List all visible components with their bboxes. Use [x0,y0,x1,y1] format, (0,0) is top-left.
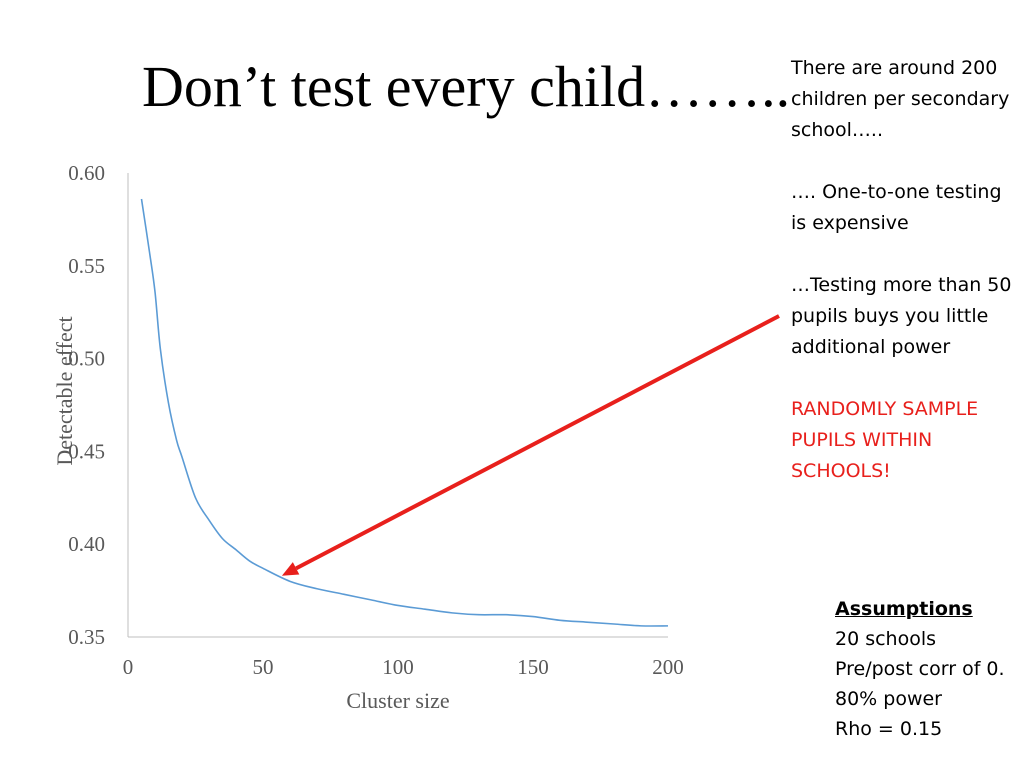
y-tick-label: 0.45 [68,439,105,463]
emphasis-text: RANDOMLY SAMPLE PUPILS WITHIN SCHOOLS! [791,398,979,482]
chart-axes [127,173,668,638]
x-tick-label: 150 [517,655,549,679]
assumption-correlation: Pre/post corr of 0. [835,658,1005,680]
note-additional-power: …Testing more than 50 pupils buys you li… [791,274,1012,358]
arrow-head [281,562,300,576]
y-tick-label: 0.40 [68,532,105,556]
x-tick-labels: 0 50 100 150 200 [123,655,684,679]
assumptions-heading: Assumptions [835,598,973,620]
annotation-arrow [281,314,780,576]
arrow-shaft [295,314,780,571]
note-school-size: There are around 200 children per second… [791,57,1010,141]
y-tick-label: 0.55 [68,254,105,278]
y-tick-label: 0.60 [68,161,105,185]
x-tick-label: 0 [123,655,134,679]
x-tick-label: 100 [382,655,414,679]
detectable-effect-line [140,198,669,627]
y-tick-labels: 0.60 0.55 0.50 0.45 0.40 0.35 [68,161,105,649]
y-tick-label: 0.50 [68,347,105,371]
x-tick-label: 50 [253,655,274,679]
assumption-schools: 20 schools [835,628,937,650]
slide-title: Don’t test every child…….. [142,54,791,119]
assumption-power: 80% power [835,688,942,710]
detectable-effect-chart: 0.60 0.55 0.50 0.45 0.40 0.35 0 50 100 150 200 Cl… [52,161,780,713]
x-axis-label: Cluster size [346,688,449,713]
note-testing-cost: …. One-to-one testing is expensive [791,181,1002,234]
x-tick-label: 200 [652,655,684,679]
assumption-rho: Rho = 0.15 [835,718,943,740]
y-axis-label: Detectable effect [52,316,77,465]
notes-panel: There are around 200 children per second… [791,53,1016,518]
y-tick-label: 0.35 [68,625,105,649]
assumptions-panel: Assumptions 20 schools Pre/post corr of … [835,594,1024,744]
